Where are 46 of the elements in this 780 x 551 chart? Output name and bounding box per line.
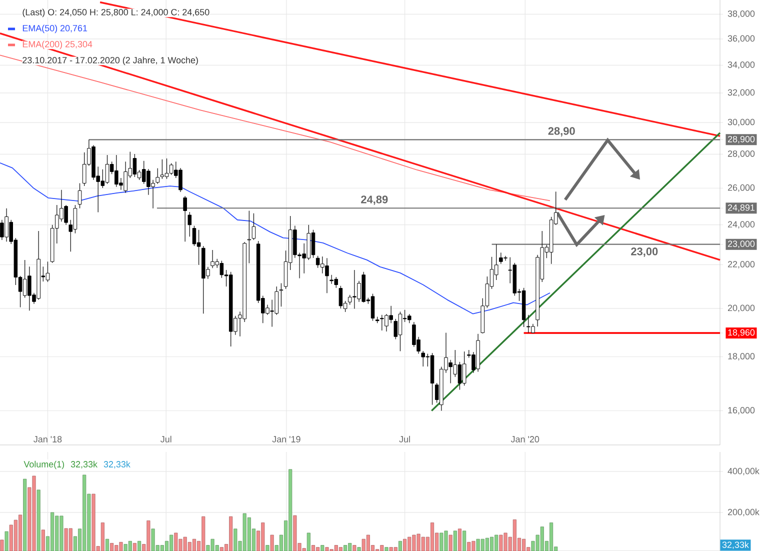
y-tick-label: 36,000	[728, 35, 755, 43]
annotation: 28,90	[548, 127, 575, 136]
y-tick-label: 24,000	[728, 221, 755, 229]
candlestick	[279, 282, 284, 307]
y-tick-label: 28,000	[728, 150, 755, 158]
candlestick	[188, 212, 192, 237]
text: 32,33k	[722, 541, 749, 549]
y-tick-label: 26,000	[728, 184, 755, 192]
text: Volume(1)	[24, 460, 64, 470]
line-series	[0, 162, 550, 314]
annotation: 32,33k	[70, 460, 98, 468]
candlestick	[160, 159, 164, 180]
y-tick-label: 18,960	[728, 329, 755, 337]
x-tick-label: Jan '18	[34, 436, 62, 442]
annotation: 23,00	[631, 248, 658, 257]
candlestick	[252, 213, 256, 240]
y-tick-label: 16,000	[728, 407, 755, 414]
y-tick-label: 400,00k	[728, 468, 760, 476]
annotation: 32,33k	[104, 460, 130, 468]
y-tick-label: 32,000	[728, 89, 755, 97]
x-tick-label: Jul	[160, 436, 172, 442]
candlestick	[407, 314, 412, 324]
y-tick-label: 23,000	[728, 240, 755, 248]
y-tick-label: 38,000	[728, 10, 755, 18]
legend-label: EMA(50) 20,761	[22, 24, 88, 34]
y-tick-label: 28,900	[728, 136, 755, 144]
candlestick	[196, 230, 201, 266]
candlestick	[247, 210, 252, 264]
y-tick-label: 22,000	[728, 261, 755, 268]
candlestick	[78, 182, 82, 209]
x-tick-label: Jan '20	[510, 436, 540, 442]
legend-label: EMA(200) 25,304	[22, 40, 92, 50]
y-tick-label: 18,000	[728, 353, 755, 360]
y-tick-label: 200,00k	[728, 508, 760, 516]
y-tick-label: 20,000	[728, 304, 755, 312]
candlestick	[462, 351, 466, 386]
x-tick-label: Jan '19	[272, 436, 300, 442]
text: (Last) O: 24,050 H: 25,800 L: 24,000 C: 24,650	[22, 8, 210, 18]
annotation: 24,89	[361, 196, 388, 205]
y-tick-label: 24,891	[728, 204, 755, 212]
text: 23.10.2017 - 17.02.2020 (2 Jahre, 1 Woche)	[22, 56, 198, 66]
x-tick-label: Jul	[399, 436, 410, 442]
y-tick-label: 30,000	[728, 118, 755, 126]
candlestick	[156, 168, 160, 184]
y-tick-label: 34,000	[728, 61, 755, 69]
candlestick	[183, 196, 187, 242]
